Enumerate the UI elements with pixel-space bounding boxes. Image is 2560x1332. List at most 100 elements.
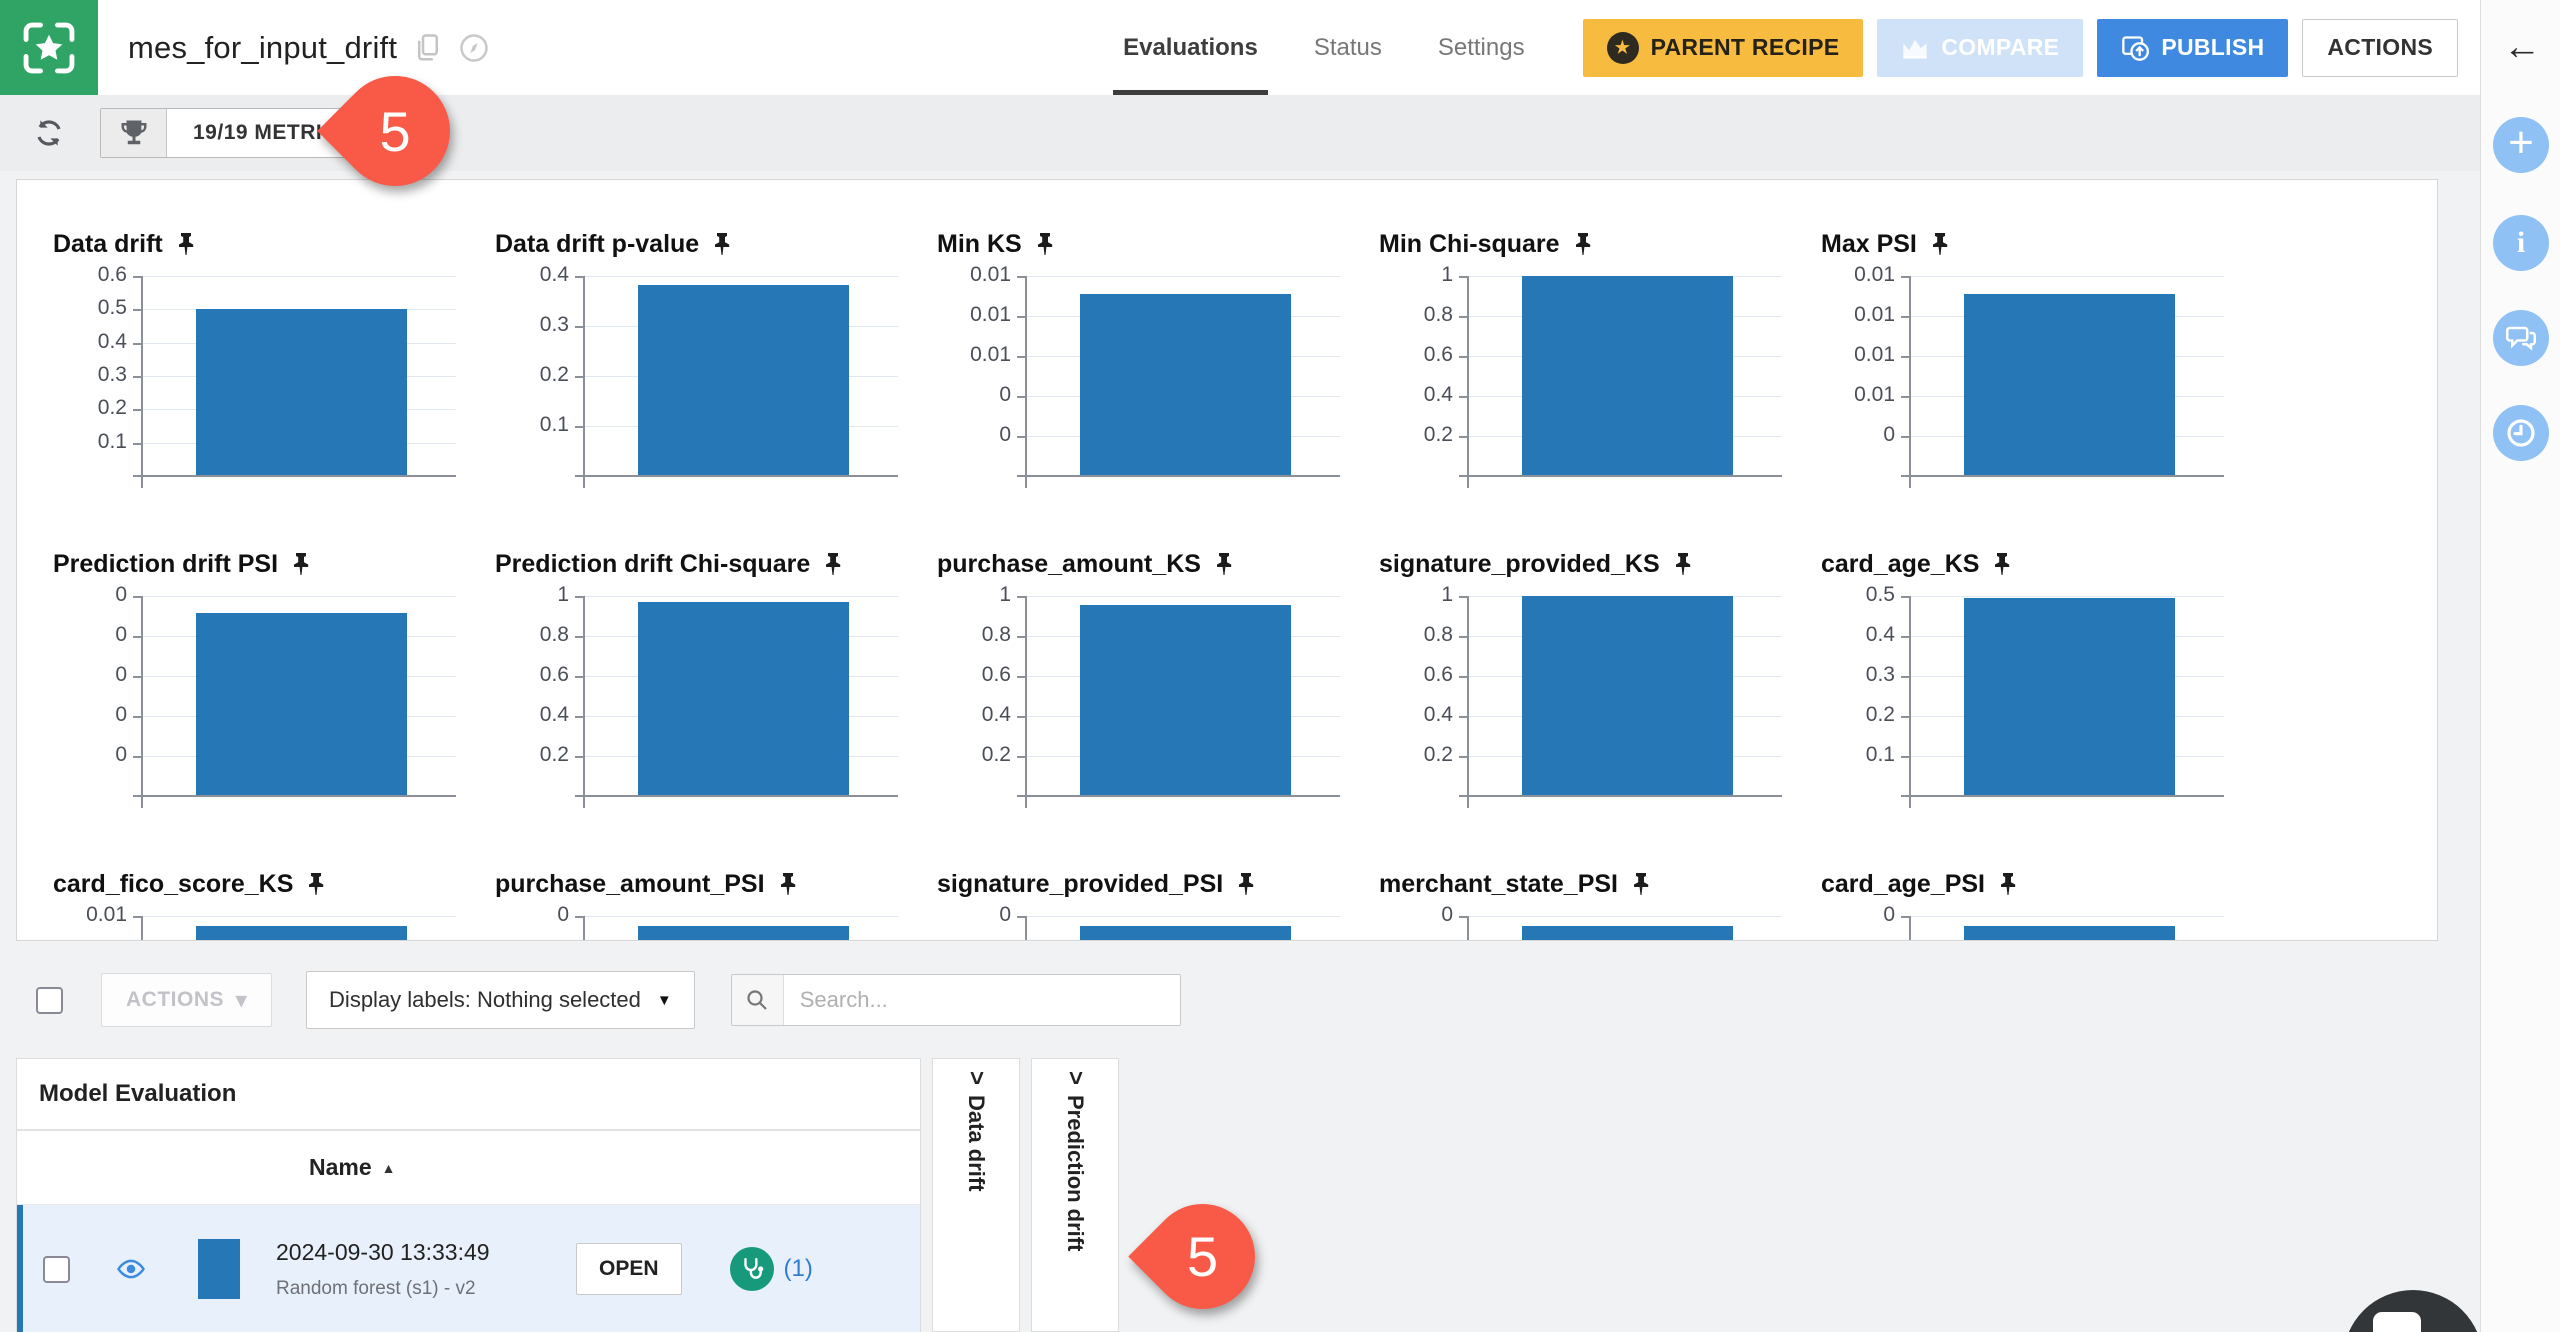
row-checkbox[interactable] (43, 1255, 70, 1283)
tab-evaluations[interactable]: Evaluations (1095, 0, 1286, 95)
pin-icon[interactable] (175, 232, 197, 256)
y-tick-label: 0 (1883, 423, 1895, 446)
metric-bar[interactable] (196, 926, 408, 940)
pin-icon[interactable] (305, 872, 327, 896)
metric-chart-prediction-drift-psi[interactable]: Prediction drift PSI 0 0 0 0 0 (35, 546, 477, 866)
tick-mark (575, 276, 583, 278)
metric-bar[interactable] (638, 926, 850, 940)
watch-eye-icon[interactable] (116, 1254, 146, 1284)
y-tick-label: 0.2 (539, 743, 569, 766)
metric-chart-min-chi-square[interactable]: Min Chi-square 1 0.8 0.6 0.4 0.2 (1361, 226, 1803, 546)
y-tick-label: 0.4 (981, 703, 1011, 726)
right-sidebar: ← + i (2480, 0, 2560, 1332)
tick-mark (1017, 756, 1025, 758)
tab-settings[interactable]: Settings (1437, 33, 1525, 61)
pin-icon[interactable] (1672, 552, 1694, 576)
pin-icon[interactable] (1213, 552, 1235, 576)
pin-icon[interactable] (1997, 872, 2019, 896)
metric-bar[interactable] (1522, 926, 1734, 940)
pin-icon[interactable] (822, 552, 844, 576)
help-chat-widget[interactable] (2343, 1290, 2480, 1332)
pin-icon[interactable] (711, 232, 733, 256)
publish-button[interactable]: PUBLISH (2097, 18, 2289, 77)
pin-icon[interactable] (777, 872, 799, 896)
info-button[interactable]: i (2493, 215, 2549, 271)
open-button[interactable]: OPEN (576, 1243, 682, 1295)
annotation-callout-5-metrics: 5 (317, 53, 473, 209)
y-tick-label: 0.8 (981, 623, 1011, 646)
metric-bar[interactable] (1080, 294, 1292, 476)
metric-bar[interactable] (196, 309, 408, 476)
column-prediction-drift[interactable]: > Prediction drift (1031, 1058, 1119, 1332)
metric-bar[interactable] (638, 602, 850, 796)
diagnostics-badge[interactable]: (1) (729, 1247, 813, 1291)
tick-mark (1901, 916, 1909, 918)
annotation-callout-5-table: 5 (1128, 1182, 1277, 1331)
tab-status[interactable]: Status (1313, 33, 1382, 61)
pin-icon[interactable] (1991, 552, 2013, 576)
chart-title: merchant_state_PSI (1379, 869, 1619, 898)
diagnostics-icon (729, 1247, 774, 1291)
metric-bar[interactable] (1522, 276, 1734, 476)
metric-chart-max-psi[interactable]: Max PSI 0.01 0.01 0.01 0.01 0 (1803, 226, 2245, 546)
tick-mark (1901, 436, 1909, 438)
pin-icon[interactable] (1630, 872, 1652, 896)
tick-mark (133, 309, 141, 311)
y-tick-label: 0.1 (97, 430, 127, 453)
metric-chart-card-age-ks[interactable]: card_age_KS 0.5 0.4 0.3 0.2 0.1 (1803, 546, 2245, 866)
copy-icon[interactable] (415, 33, 441, 63)
diagnostics-count: (1) (783, 1255, 813, 1282)
metric-bar[interactable] (638, 285, 850, 476)
navigation-compass-icon[interactable] (459, 33, 489, 63)
y-tick-label: 0 (557, 903, 569, 926)
metric-chart-data-drift[interactable]: Data drift 0.6 0.5 0.4 0.3 0.2 0.1 (35, 226, 477, 546)
list-actions-button[interactable]: ACTIONS ▾ (101, 973, 273, 1027)
checks-trophy-button[interactable] (101, 109, 167, 157)
add-button[interactable]: + (2493, 117, 2549, 173)
metric-bar[interactable] (1522, 596, 1734, 796)
metric-chart-prediction-drift-chi-square[interactable]: Prediction drift Chi-square 1 0.8 0.6 0.4 0.2 (477, 546, 919, 866)
metric-bar[interactable] (1080, 605, 1292, 796)
pin-icon[interactable] (1929, 232, 1951, 256)
metric-chart-min-ks[interactable]: Min KS 0.01 0.01 0.01 0 0 (919, 226, 1361, 546)
metric-bar[interactable] (1964, 294, 2176, 476)
metric-bar[interactable] (1080, 926, 1292, 940)
metric-chart-purchase-amount-ks[interactable]: purchase_amount_KS 1 0.8 0.6 0.4 0.2 (919, 546, 1361, 866)
metric-chart-data-drift-p-value[interactable]: Data drift p-value 0.4 0.3 0.2 0.1 (477, 226, 919, 546)
refresh-button[interactable] (26, 111, 72, 155)
search-input[interactable] (783, 975, 1180, 1025)
select-all-checkbox[interactable] (36, 986, 63, 1014)
pin-icon[interactable] (1572, 232, 1594, 256)
metric-chart-signature-provided-ks[interactable]: signature_provided_KS 1 0.8 0.6 0.4 0.2 (1361, 546, 1803, 866)
y-tick-label: 0.3 (1865, 663, 1895, 686)
gridline (1911, 276, 2224, 277)
actions-button[interactable]: ACTIONS (2302, 18, 2458, 77)
name-column-header[interactable]: Name ▲ (17, 1131, 920, 1205)
parent-recipe-button[interactable]: ★ PARENT RECIPE (1582, 18, 1864, 77)
chart-title: Data drift p-value (495, 229, 700, 258)
compare-button[interactable]: COMPARE (1877, 18, 2084, 77)
tick-mark (575, 756, 583, 758)
column-data-drift[interactable]: > Data drift (932, 1058, 1020, 1332)
x-axis (1901, 475, 2224, 477)
pin-icon[interactable] (1034, 232, 1056, 256)
pin-icon[interactable] (1235, 872, 1257, 896)
collapse-panel-arrow[interactable]: ← (2503, 26, 2541, 68)
metric-bar[interactable] (1964, 598, 2176, 796)
y-tick-label: 0.6 (539, 663, 569, 686)
pin-icon[interactable] (290, 552, 312, 576)
metric-bar[interactable] (196, 613, 408, 796)
discussions-button[interactable] (2493, 310, 2549, 366)
tick-mark (575, 916, 583, 918)
display-labels-dropdown[interactable]: Display labels: Nothing selected ▼ (306, 971, 695, 1029)
evaluation-row[interactable]: 2024-09-30 13:33:49 Random forest (s1) -… (17, 1205, 920, 1332)
metric-bar[interactable] (1964, 926, 2176, 940)
timeline-button[interactable] (2493, 405, 2549, 461)
trophy-icon (121, 120, 146, 145)
